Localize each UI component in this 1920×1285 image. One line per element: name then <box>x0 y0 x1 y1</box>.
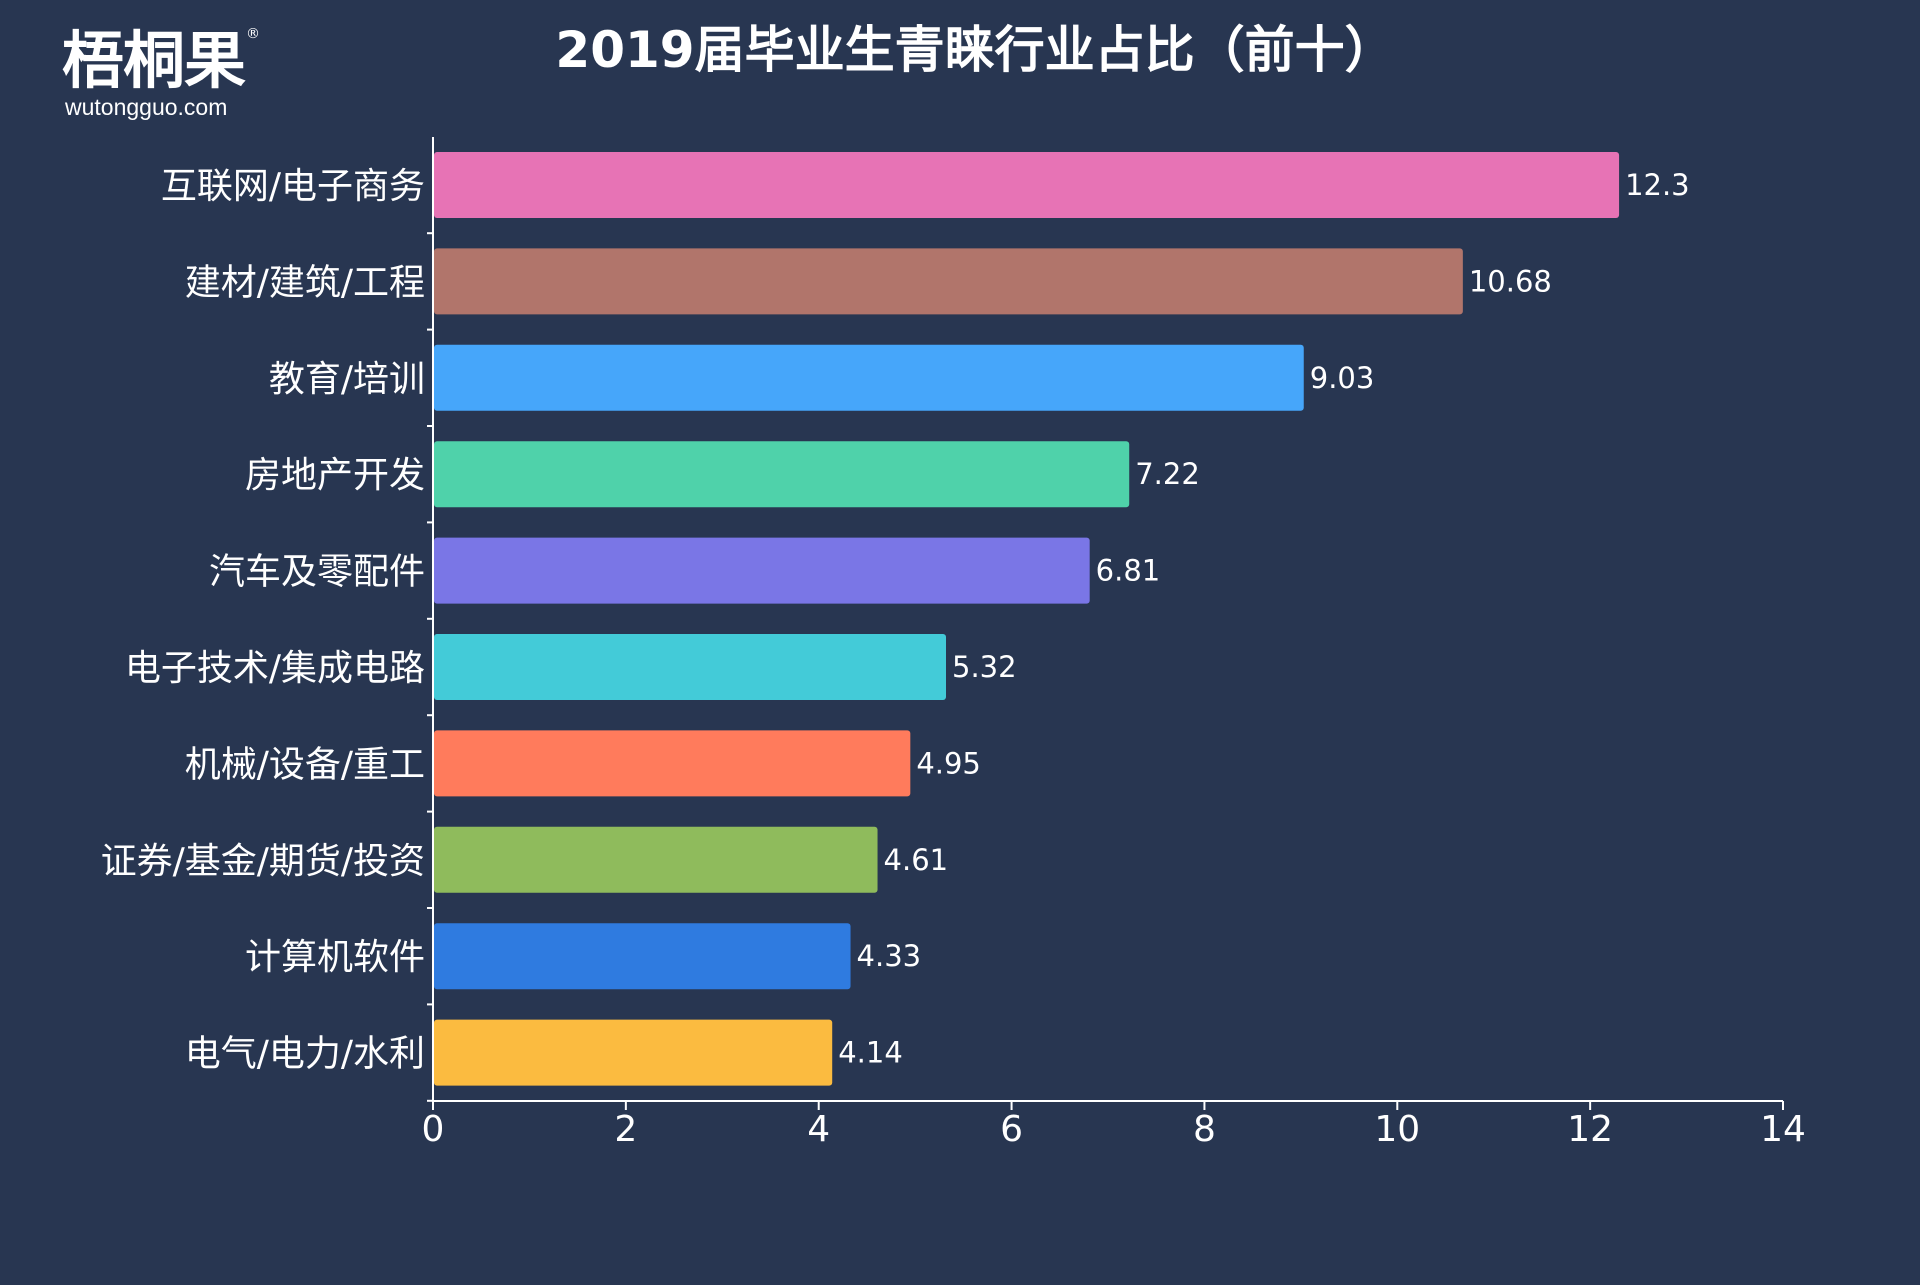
data-label: 9.03 <box>1310 361 1375 395</box>
x-tick-label: 6 <box>1000 1109 1023 1150</box>
bar <box>434 152 1620 218</box>
category-label: 证券/基金/期货/投资 <box>101 841 425 882</box>
chart-title: 2019届毕业生青睐行业占比（前十） <box>555 21 1395 79</box>
x-tick-label: 8 <box>1193 1109 1216 1150</box>
x-tick-label: 0 <box>422 1109 445 1150</box>
data-label: 6.81 <box>1096 554 1161 588</box>
bar <box>434 923 851 990</box>
bar <box>434 730 911 797</box>
category-label: 房地产开发 <box>245 455 425 496</box>
data-label: 4.61 <box>884 843 949 877</box>
category-label: 互联网/电子商务 <box>161 166 425 207</box>
brand-logo: 梧桐果 ® wutongguo.com <box>62 24 262 124</box>
bar <box>434 441 1130 508</box>
category-label: 建材/建筑/工程 <box>185 262 425 303</box>
x-tick-label: 4 <box>807 1109 830 1150</box>
x-tick-label: 10 <box>1374 1109 1420 1150</box>
bar <box>434 537 1090 604</box>
data-label: 12.3 <box>1625 168 1690 202</box>
registered-mark: ® <box>246 26 260 42</box>
data-label: 10.68 <box>1469 264 1552 298</box>
bar <box>434 1019 833 1086</box>
category-label: 电气/电力/水利 <box>185 1034 425 1075</box>
bar <box>434 248 1463 315</box>
data-label: 4.95 <box>916 746 981 780</box>
category-label: 机械/设备/重工 <box>185 744 425 785</box>
category-label: 计算机软件 <box>245 937 425 978</box>
data-label: 5.32 <box>952 650 1017 684</box>
data-label: 7.22 <box>1135 457 1200 491</box>
data-label: 4.33 <box>857 939 922 973</box>
bar <box>434 634 946 700</box>
logo-wordmark: 梧桐果 <box>62 24 246 97</box>
category-label: 教育/培训 <box>269 359 425 400</box>
x-tick-label: 12 <box>1567 1109 1613 1150</box>
category-label: 汽车及零配件 <box>209 552 425 593</box>
category-label: 电子技术/集成电路 <box>125 648 425 689</box>
data-label: 4.14 <box>838 1036 903 1070</box>
logo-domain: wutongguo.com <box>65 94 228 120</box>
bar <box>434 344 1304 411</box>
x-tick-label: 14 <box>1760 1109 1806 1150</box>
x-tick-label: 2 <box>614 1109 637 1150</box>
bar <box>434 826 878 893</box>
